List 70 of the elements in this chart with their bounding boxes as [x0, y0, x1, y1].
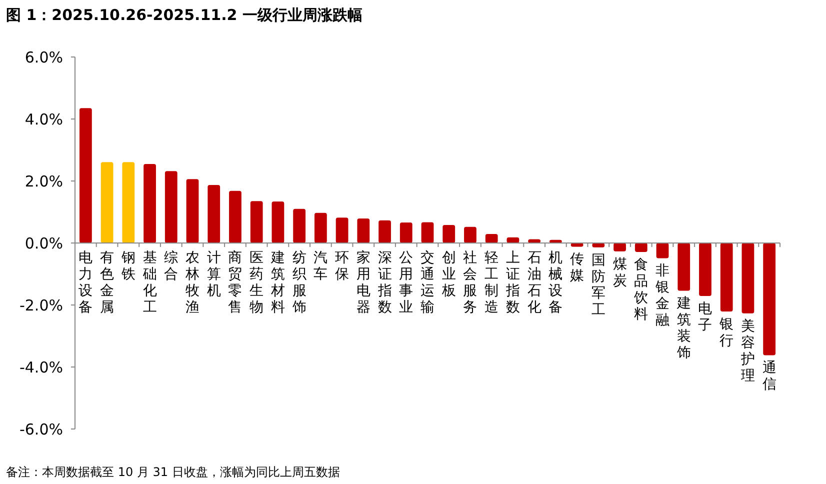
x-tick-label: 环保: [335, 250, 350, 282]
y-tick-label: 6.0%: [24, 48, 63, 66]
x-tick-label: 上证指数: [504, 250, 520, 316]
bar: [614, 243, 626, 252]
x-tick-label: 商贸零售: [228, 250, 242, 316]
x-tick-label: 石油石化: [527, 250, 542, 316]
x-tick-label: 建筑材料: [270, 250, 285, 316]
y-tick-label: -6.0%: [19, 420, 63, 438]
bar: [229, 190, 242, 243]
bar: [250, 201, 263, 243]
x-tick-label: 钢铁: [120, 250, 136, 282]
x-tick-label: 传媒: [570, 252, 584, 284]
x-tick-label: 综合: [164, 250, 178, 282]
x-tick-label: 建筑装饰: [676, 296, 691, 362]
chart-title: 图 1：2025.10.26-2025.11.2 一级行业周涨跌幅: [6, 6, 362, 24]
bar: [678, 243, 690, 291]
y-tick-label: -4.0%: [19, 358, 63, 376]
x-tick-label: 深证指数: [376, 250, 392, 316]
x-tick-label: 汽车: [314, 250, 328, 282]
bar: [79, 108, 92, 243]
x-tick-label: 电力设备: [78, 250, 93, 316]
bar: [100, 162, 114, 243]
y-tick-label: 2.0%: [24, 172, 63, 190]
x-tick-label: 医药生物: [250, 250, 264, 316]
x-tick-label: 交通运输: [420, 250, 434, 316]
bar: [272, 201, 284, 243]
y-tick-label: 4.0%: [24, 110, 63, 128]
x-tick-label: 轻工制造: [484, 250, 499, 316]
bar: [357, 218, 370, 243]
x-tick-label: 社会服务: [463, 250, 478, 316]
x-tick-label: 创业板: [440, 250, 456, 299]
bar: [314, 212, 327, 243]
bar: [186, 179, 199, 243]
x-tick-label: 银行: [718, 316, 734, 350]
bar: [336, 218, 348, 243]
bar: [208, 185, 220, 243]
bar: [400, 222, 412, 243]
bar: [763, 243, 776, 356]
bar: [699, 243, 712, 296]
bar: [656, 243, 669, 258]
bar: [293, 208, 306, 243]
x-tick-label: 电子: [698, 301, 712, 334]
bar: [720, 243, 733, 312]
x-tick-label: 基础化工: [142, 250, 157, 316]
bar: [164, 171, 178, 243]
x-tick-label: 机械设备: [548, 250, 563, 316]
x-tick-label: 煤炭: [612, 256, 627, 289]
bar: [421, 222, 434, 243]
x-tick-label: 公用事业: [399, 250, 414, 316]
bar: [634, 243, 648, 252]
x-tick-label: 非银金融: [654, 263, 670, 329]
x-tick-label: 美容护理: [740, 318, 755, 384]
bar: [144, 164, 156, 243]
x-tick-label: 家用电器: [356, 250, 370, 316]
bar: [122, 162, 135, 243]
text: 备注：本周数据截至 10 月 31 日收盘，涨幅为同比上周五数据: [6, 465, 340, 479]
bar: [742, 243, 754, 314]
bar: [442, 225, 456, 243]
bar: [485, 234, 498, 243]
x-tick-label: 计算机: [206, 250, 221, 299]
x-tick-label: 纺织服饰: [291, 250, 306, 316]
x-tick-label: 有色金属: [100, 250, 114, 316]
y-tick-label: -2.0%: [19, 296, 63, 314]
y-tick-label: 0.0%: [24, 234, 63, 252]
x-tick-label: 国防军工: [591, 252, 606, 318]
bar: [378, 220, 391, 243]
x-tick-label: 食品饮料: [633, 256, 648, 322]
x-tick-label: 农林牧渔: [184, 250, 200, 316]
x-tick-label: 通信: [762, 360, 776, 393]
bar: [464, 226, 476, 243]
